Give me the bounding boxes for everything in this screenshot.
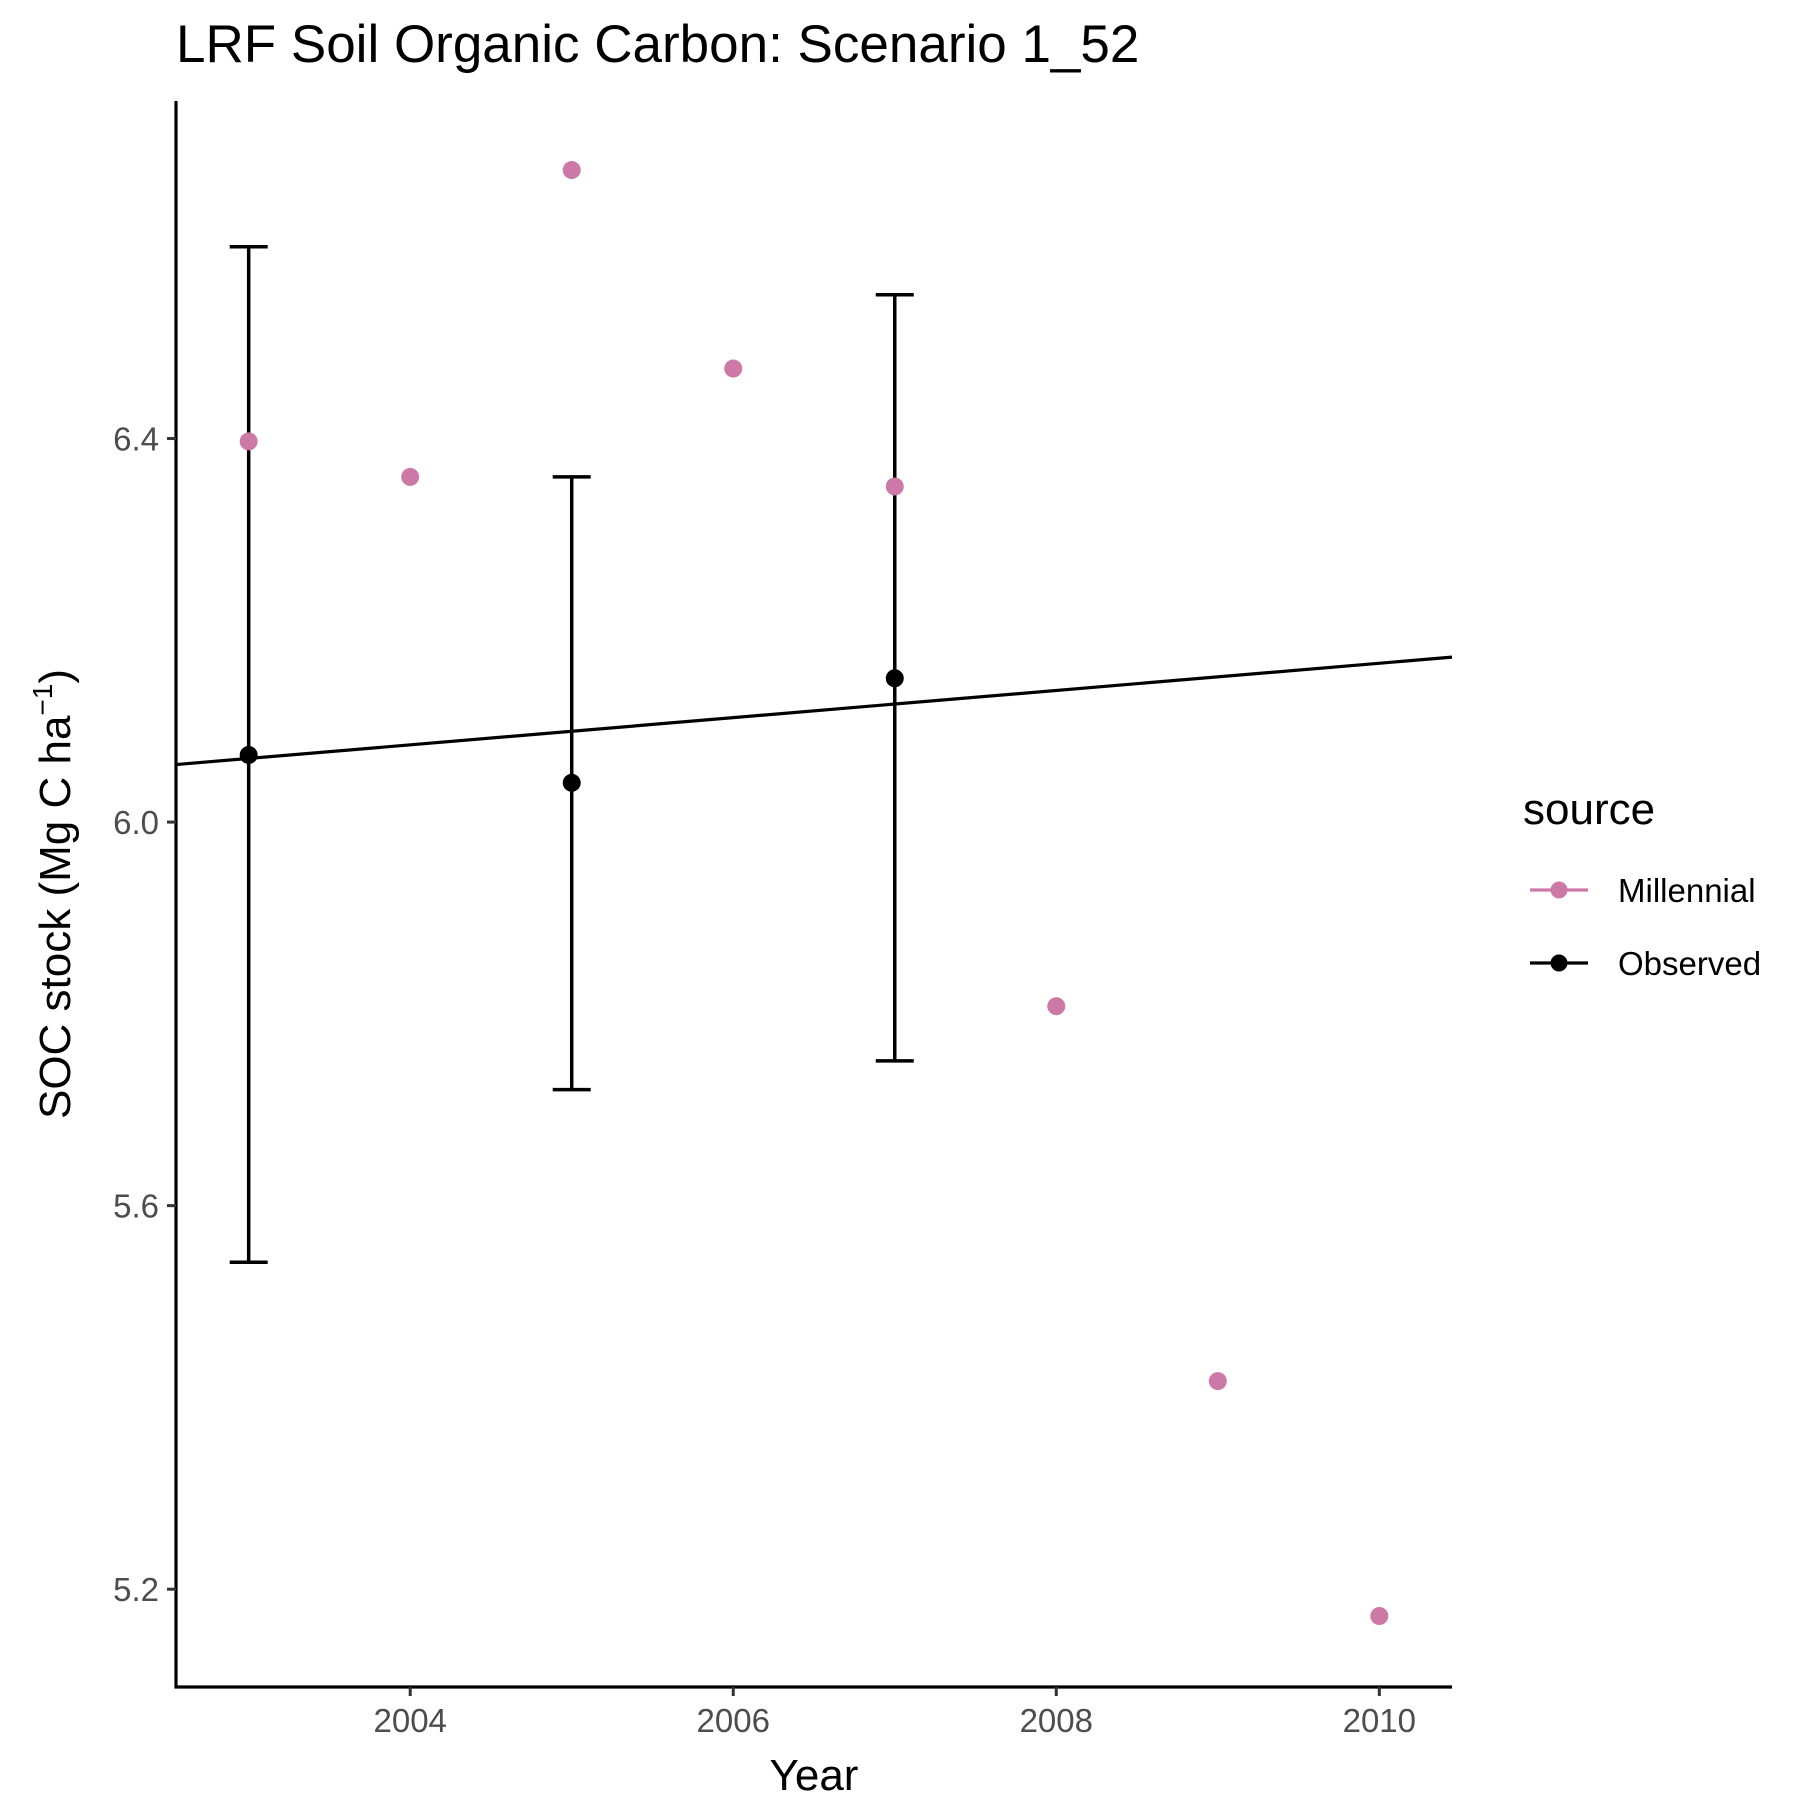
data-point-millennial: [1047, 997, 1066, 1016]
data-points: [239, 161, 1389, 1626]
y-ticks: 5.2 5.6 6.0 6.4: [113, 421, 176, 1608]
x-tick-label: 2010: [1343, 1702, 1416, 1739]
legend-item-observed: Observed: [1530, 945, 1761, 982]
legend-label-observed: Observed: [1618, 945, 1761, 982]
data-point-millennial: [239, 432, 258, 451]
data-point-millennial: [562, 161, 581, 180]
data-point-millennial: [885, 477, 904, 496]
y-axis-title-superscript: −1: [27, 684, 58, 716]
data-point-observed: [562, 773, 581, 792]
x-axis-title: Year: [770, 1751, 859, 1800]
data-point-millennial: [401, 467, 420, 486]
y-axis-title-main: SOC stock (Mg C ha: [31, 715, 80, 1119]
y-tick-label: 5.2: [113, 1571, 159, 1608]
data-point-observed: [239, 745, 258, 764]
x-tick-label: 2008: [1020, 1702, 1093, 1739]
legend-key-observed-point: [1550, 954, 1568, 972]
x-tick-label: 2006: [697, 1702, 770, 1739]
data-point-millennial: [1370, 1607, 1389, 1626]
y-axis-title-suffix: ): [31, 669, 80, 684]
y-tick-label: 6.0: [113, 804, 159, 841]
chart-title: LRF Soil Organic Carbon: Scenario 1_52: [176, 15, 1139, 74]
data-point-observed: [885, 669, 904, 688]
legend-item-millennial: Millennial: [1530, 872, 1756, 909]
error-bars: [229, 245, 914, 1264]
trend-line-group: [175, 655, 1453, 767]
legend-title: source: [1523, 785, 1655, 834]
x-ticks: 2004 2006 2008 2010: [373, 1687, 1416, 1739]
plot-panel: 2004 2006 2008 2010 5.2 5.6 6.0 6.4: [113, 101, 1453, 1739]
x-tick-label: 2004: [373, 1702, 446, 1739]
data-point-millennial: [1208, 1372, 1227, 1391]
y-tick-label: 6.4: [113, 421, 159, 458]
legend: source Millennial Observed: [1523, 785, 1761, 982]
data-point-millennial: [724, 359, 743, 378]
trend-line: [175, 655, 1453, 767]
legend-key-millennial-point: [1550, 881, 1568, 899]
y-tick-label: 5.6: [113, 1188, 159, 1225]
legend-label-millennial: Millennial: [1618, 872, 1756, 909]
y-axis-title: SOC stock (Mg C ha−1): [27, 669, 80, 1119]
